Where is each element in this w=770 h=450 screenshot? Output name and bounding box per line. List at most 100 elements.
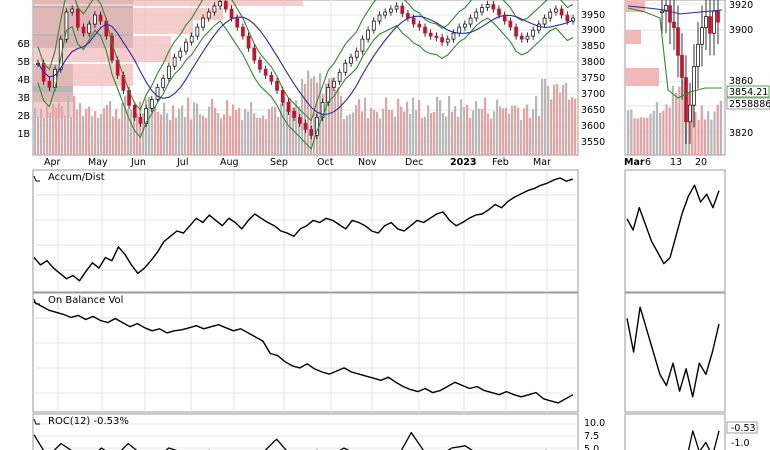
volume-bar (562, 85, 565, 155)
volume-bar (508, 113, 511, 155)
volume-bar (184, 116, 187, 155)
volume-bar (466, 104, 469, 155)
volume-bar (229, 115, 232, 155)
volume-bar (397, 98, 400, 155)
volume-bar (202, 115, 205, 155)
candle-body (81, 26, 86, 34)
volume-bar (73, 96, 76, 155)
volume-axis-label: 1B (17, 129, 30, 140)
candle-body (132, 104, 137, 118)
inset-date-label: 20 (695, 157, 707, 168)
volume-bar (630, 109, 633, 155)
volume-axis-label: 4B (17, 75, 30, 86)
candle-body (684, 77, 688, 123)
candle-body (229, 8, 234, 19)
volume-at-price-bar (33, 0, 303, 6)
candle-body (664, 5, 668, 12)
date-axis-label: Jul (176, 157, 188, 168)
volume-axis-label: 5B (17, 57, 30, 68)
candle-body (275, 80, 279, 91)
candle-body (371, 20, 376, 31)
volume-bar (547, 85, 550, 155)
date-axis-label: Sep (270, 157, 288, 168)
volume-bar (322, 93, 325, 155)
date-axis-label: Aug (220, 157, 239, 168)
price-inset-axis-label: 3920 (729, 0, 753, 11)
volume-bar (49, 112, 52, 155)
volume-bar (172, 105, 175, 155)
volume-bar (678, 86, 681, 155)
volume-bar (433, 111, 436, 155)
candle-body (400, 5, 405, 14)
candle-body (98, 14, 103, 22)
price-axis-label: 3800 (581, 57, 605, 68)
value-tag (726, 97, 770, 110)
volume-bar (448, 95, 451, 155)
candle-body (343, 62, 348, 73)
volume-bar (697, 119, 700, 155)
volume-bar (349, 114, 352, 155)
candle-body (491, 4, 496, 10)
volume-bar (662, 110, 665, 155)
candle-body (688, 104, 692, 123)
volume-bar (46, 105, 49, 155)
candle-body (712, 10, 716, 34)
volume-bar (451, 111, 454, 155)
candle-body (531, 29, 536, 37)
candle-body (680, 55, 684, 78)
volume-bar (313, 76, 316, 155)
volume-bar (292, 107, 295, 155)
volume-bar (496, 99, 499, 155)
volume-bar (217, 113, 220, 155)
volume-bar (142, 113, 145, 155)
volume-bar (574, 98, 577, 155)
volume-bar (659, 112, 662, 155)
candle-body (692, 66, 696, 106)
volume-bar (232, 104, 235, 155)
accum-dist-inset-panel (624, 169, 726, 293)
candle-body (201, 17, 205, 28)
roc-axis-label: 10.0 (584, 418, 605, 429)
volume-bar (499, 106, 502, 155)
candle-body (451, 32, 456, 40)
volume-bar (196, 103, 199, 155)
volume-bar (636, 118, 639, 155)
volume-bar (707, 111, 710, 155)
roc-inset-axis-label: -1.0 (731, 438, 750, 449)
volume-bar (205, 117, 208, 155)
volume-bar (121, 102, 124, 155)
volume-bar (343, 119, 346, 155)
candle-body (411, 17, 416, 25)
candle-body (360, 38, 365, 52)
volume-bar (541, 78, 544, 155)
accum-dist-panel (32, 169, 579, 293)
volume-bar (340, 96, 343, 155)
candle-body (337, 71, 342, 82)
volume-bar (427, 105, 430, 155)
volume-bar (520, 119, 523, 155)
candle-body (389, 8, 393, 13)
volume-bar (700, 105, 703, 155)
volume-bar (568, 99, 571, 155)
volume-bar (523, 108, 526, 155)
volume-bar (76, 109, 79, 155)
volume-bar (67, 96, 70, 155)
volume-bar (364, 97, 367, 155)
volume-bar (334, 89, 337, 155)
candle-body (252, 47, 257, 61)
obv-panel (32, 292, 579, 413)
volume-bar (556, 84, 559, 155)
panel-legend-marker (33, 418, 40, 425)
candle-body (58, 38, 63, 70)
accum-dist-inset-line (626, 184, 720, 265)
value-tag (726, 85, 770, 98)
candle-body (297, 117, 302, 124)
volume-bar (649, 113, 652, 155)
volume-bar (710, 119, 713, 155)
volume-bar (226, 100, 229, 155)
volume-bar (157, 111, 160, 155)
volume-bar (487, 113, 490, 155)
roc-title: ROC(12) -0.53% (48, 416, 129, 427)
candle-body (286, 101, 291, 112)
